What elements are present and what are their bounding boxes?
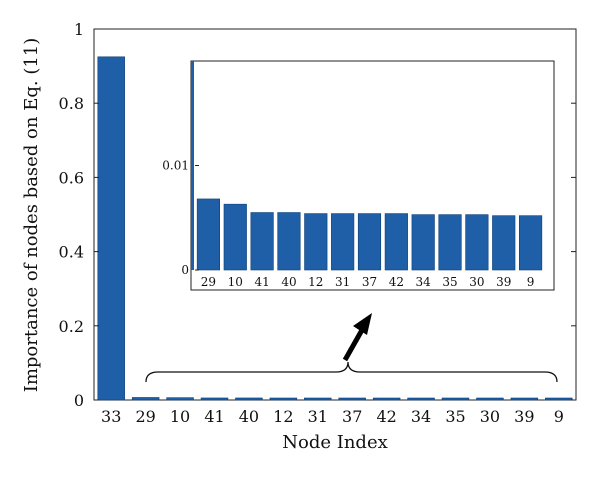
main-y-tick-label: 1 [74, 20, 84, 39]
zoom-arrow [342, 313, 372, 362]
main-x-tick-label: 33 [101, 407, 121, 426]
main-y-tick-label: 0.6 [59, 168, 84, 187]
main-x-tick-label: 9 [554, 407, 564, 426]
main-bar-30 [476, 397, 504, 401]
main-bar-41 [200, 397, 229, 401]
inset-y-axis: 00.01 [162, 159, 199, 277]
inset-bar-9 [518, 215, 543, 271]
main-x-tick-label: 29 [135, 407, 155, 426]
main-y-tick-label: 0 [74, 391, 84, 410]
inset-x-tick-label: 10 [228, 275, 243, 289]
main-bar-9 [545, 397, 573, 401]
inset-x-tick-label: 31 [335, 275, 350, 289]
main-bar-42 [372, 397, 401, 401]
inset-x-tick-label: 29 [201, 275, 216, 289]
inset-x-tick-label: 41 [254, 275, 269, 289]
main-bar-29 [131, 397, 160, 401]
inset-clipped-bar-33 [191, 61, 194, 270]
main-bar-12 [269, 397, 298, 401]
main-x-tick-label: 40 [239, 407, 259, 426]
inset-y-tick-label: 0.01 [162, 159, 189, 173]
inset-bar-42 [384, 213, 408, 271]
inset-bar-34 [411, 214, 435, 271]
inset-x-tick-label: 34 [416, 275, 432, 289]
inset-bar-37 [357, 213, 382, 271]
main-x-tick-label: 42 [376, 407, 396, 426]
inset-x-tick-label: 12 [308, 275, 323, 289]
main-bar-35 [441, 397, 470, 401]
main-y-tick-label: 0.2 [59, 317, 84, 336]
inset-y-tick-label: 0 [181, 263, 189, 277]
inset-bar-30 [465, 214, 489, 271]
main-x-tick-label: 30 [480, 407, 500, 426]
main-y-tick-label: 0.8 [59, 94, 84, 113]
inset-x-tick-label: 42 [389, 275, 404, 289]
main-bar-34 [407, 397, 435, 401]
inset-bar-35 [438, 214, 462, 271]
y-axis-title: Importance of nodes based on Eq. (11) [21, 38, 42, 393]
main-x-tick-label: 41 [204, 407, 224, 426]
main-x-tick-label: 10 [170, 407, 190, 426]
main-bar-39 [510, 397, 539, 401]
inset-bar-31 [331, 213, 355, 271]
inset-x-tick-label: 35 [442, 275, 457, 289]
inset-bar-29 [196, 198, 220, 271]
main-x-tick-label: 35 [445, 407, 465, 426]
inset-x-tick-label: 37 [362, 275, 377, 289]
main-x-tick-label: 39 [514, 407, 534, 426]
main-bar-37 [338, 397, 366, 401]
inset-x-axis: 29 10 41 40 12 31 37 42 34 35 30 39 9 [201, 275, 535, 289]
inset-bar-40 [277, 212, 301, 271]
inset-bar-39 [492, 215, 516, 271]
x-axis-title: Node Index [282, 432, 388, 453]
main-bar-33 [97, 56, 125, 401]
inset-x-tick-label: 9 [527, 275, 535, 289]
main-bar-31 [304, 397, 332, 401]
brace [145, 361, 558, 383]
inset-x-tick-label: 30 [469, 275, 484, 289]
inset-bar-10 [223, 203, 247, 271]
main-x-axis: 33 29 10 41 40 12 31 37 42 34 35 30 39 9 [101, 407, 564, 426]
inset-bar-12 [304, 213, 328, 271]
inset-bar-41 [250, 212, 274, 271]
main-x-tick-label: 34 [411, 407, 431, 426]
main-bar-10 [166, 397, 194, 401]
main-y-tick-label: 0.4 [59, 243, 84, 262]
main-x-tick-label: 37 [342, 407, 362, 426]
inset-x-tick-label: 39 [496, 275, 511, 289]
inset-x-tick-label: 40 [281, 275, 296, 289]
main-y-axis: 0 0.2 0.4 0.6 0.8 1 [59, 20, 576, 410]
main-x-tick-label: 12 [273, 407, 293, 426]
main-bars-group [97, 56, 573, 401]
inset-bars-group [191, 61, 543, 271]
main-bar-40 [235, 397, 263, 401]
main-x-tick-label: 31 [308, 407, 328, 426]
